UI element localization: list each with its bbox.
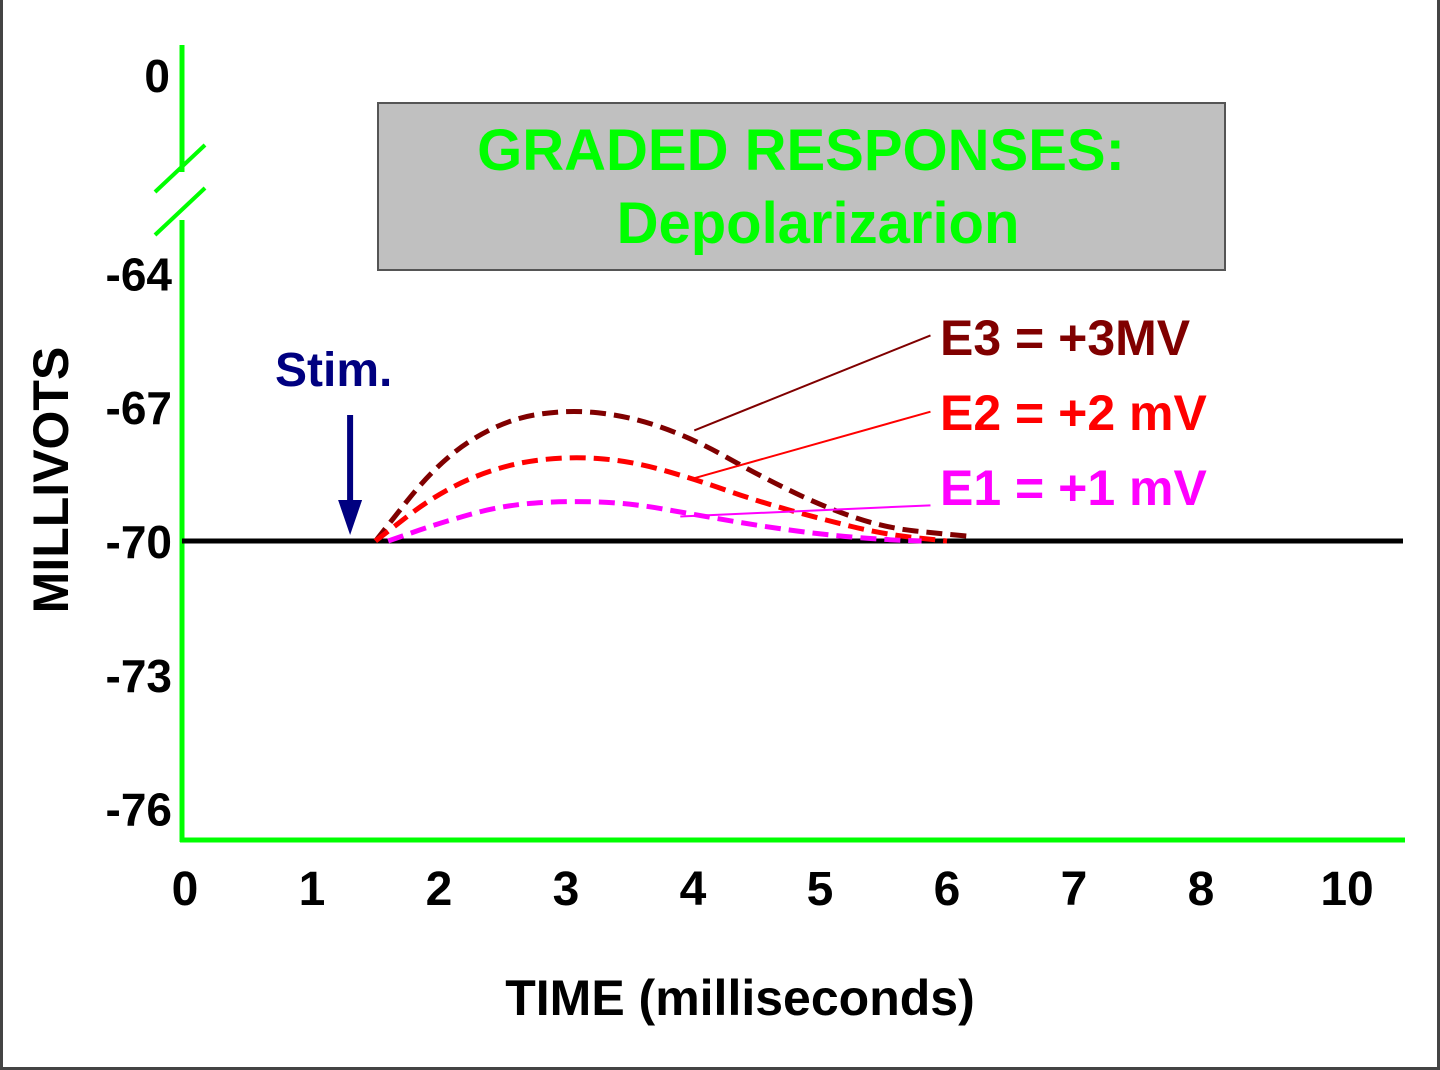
leader-line	[692, 410, 931, 480]
chart-title: GRADED RESPONSES:	[477, 118, 1125, 183]
series-line-1	[387, 499, 922, 544]
leader-line	[693, 334, 931, 432]
legend-label: E1 = +1 mV	[940, 460, 1207, 516]
series-line-2	[373, 455, 948, 544]
x-axis-label: TIME (milliseconds)	[505, 970, 975, 1026]
y-tick-label: -70	[106, 516, 172, 568]
stim-label: Stim.	[275, 344, 392, 397]
axis-break-mark	[153, 143, 207, 194]
y-break-label: 0	[144, 50, 170, 102]
y-tick-label: -64	[106, 248, 173, 300]
chart-subtitle: Depolarizarion	[617, 191, 1020, 256]
x-tick-label: 7	[1061, 863, 1088, 916]
legend-label: E2 = +2 mV	[940, 385, 1207, 441]
y-tick-label: -67	[106, 382, 172, 434]
x-tick-label: 0	[172, 863, 199, 916]
x-tick-label: 5	[807, 863, 834, 916]
title-box	[377, 102, 1226, 271]
x-tick-label: 10	[1320, 863, 1373, 916]
legend-label: E3 = +3MV	[940, 310, 1191, 366]
y-axis-label: MILLIVOTS	[23, 347, 79, 614]
x-tick-label: 8	[1188, 863, 1215, 916]
x-tick-label: 6	[934, 863, 961, 916]
x-tick-label: 2	[426, 863, 453, 916]
x-tick-label: 3	[553, 863, 580, 916]
x-tick-label: 4	[680, 863, 707, 916]
y-tick-label: -73	[106, 650, 172, 702]
x-tick-label: 1	[299, 863, 326, 916]
y-tick-label: -76	[106, 784, 172, 836]
axis-break-mark	[153, 186, 207, 237]
series-line-3	[373, 409, 973, 543]
leader-line	[680, 504, 931, 518]
stimulus-arrow-head	[338, 500, 363, 535]
